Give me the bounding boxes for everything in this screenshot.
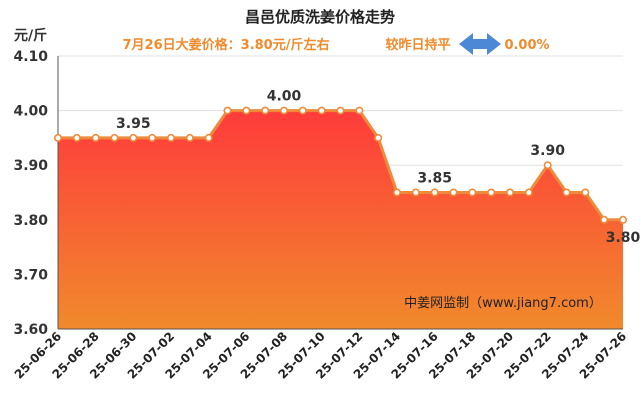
data-point bbox=[581, 188, 590, 197]
data-point bbox=[53, 133, 62, 142]
data-point bbox=[487, 188, 496, 197]
data-point bbox=[449, 188, 458, 197]
data-point bbox=[355, 106, 364, 115]
double-arrow-icon bbox=[459, 33, 501, 55]
change-label: 较昨日持平 bbox=[385, 37, 450, 53]
chart-title: 昌邑优质洗姜价格走势 bbox=[245, 8, 395, 26]
data-point bbox=[148, 133, 157, 142]
data-point bbox=[430, 188, 439, 197]
data-point bbox=[167, 133, 176, 142]
data-point bbox=[543, 161, 552, 170]
change-value: 0.00% bbox=[504, 38, 549, 53]
data-label: 3.85 bbox=[417, 171, 452, 187]
data-point bbox=[129, 133, 138, 142]
y-tick-label: 4.10 bbox=[13, 49, 48, 65]
data-label: 3.95 bbox=[116, 116, 151, 132]
data-point bbox=[261, 106, 270, 115]
price-markers bbox=[53, 106, 627, 224]
data-point bbox=[279, 106, 288, 115]
data-point bbox=[298, 106, 307, 115]
data-point bbox=[317, 106, 326, 115]
y-tick-label: 3.80 bbox=[13, 213, 48, 229]
data-point bbox=[185, 133, 194, 142]
y-tick-label: 3.70 bbox=[13, 267, 48, 283]
data-point bbox=[524, 188, 533, 197]
data-point bbox=[336, 106, 345, 115]
data-point bbox=[223, 106, 232, 115]
area-fill bbox=[58, 110, 623, 329]
data-label: 3.90 bbox=[530, 143, 565, 159]
data-label: 4.00 bbox=[267, 89, 302, 105]
data-point bbox=[72, 133, 81, 142]
x-tick-labels: 25-06-2625-06-2825-06-3025-07-0225-07-04… bbox=[12, 329, 629, 381]
data-point bbox=[618, 215, 627, 224]
data-point bbox=[91, 133, 100, 142]
data-point bbox=[110, 133, 119, 142]
data-point bbox=[600, 215, 609, 224]
data-point bbox=[374, 133, 383, 142]
data-labels: 3.95 4.00 3.85 3.90 3.80 bbox=[116, 89, 640, 246]
data-point bbox=[505, 188, 514, 197]
data-point bbox=[204, 133, 213, 142]
data-point bbox=[468, 188, 477, 197]
data-point bbox=[411, 188, 420, 197]
axes bbox=[57, 56, 623, 330]
data-point bbox=[392, 188, 401, 197]
y-axis-unit: 元/斤 bbox=[14, 27, 47, 44]
y-tick-label: 3.60 bbox=[13, 322, 48, 338]
y-tick-label: 3.90 bbox=[13, 158, 48, 174]
data-point bbox=[242, 106, 251, 115]
area-shape bbox=[58, 110, 623, 329]
data-point bbox=[562, 188, 571, 197]
price-subtitle: 7月26日大姜价格：3.80元/斤左右 bbox=[123, 37, 330, 53]
y-tick-label: 4.00 bbox=[13, 104, 48, 120]
watermark: 中姜网监制（www.jiang7.com） bbox=[404, 296, 602, 311]
data-label: 3.80 bbox=[606, 230, 641, 246]
y-tick-labels: 3.60 3.70 3.80 3.90 4.00 4.10 bbox=[13, 49, 48, 338]
